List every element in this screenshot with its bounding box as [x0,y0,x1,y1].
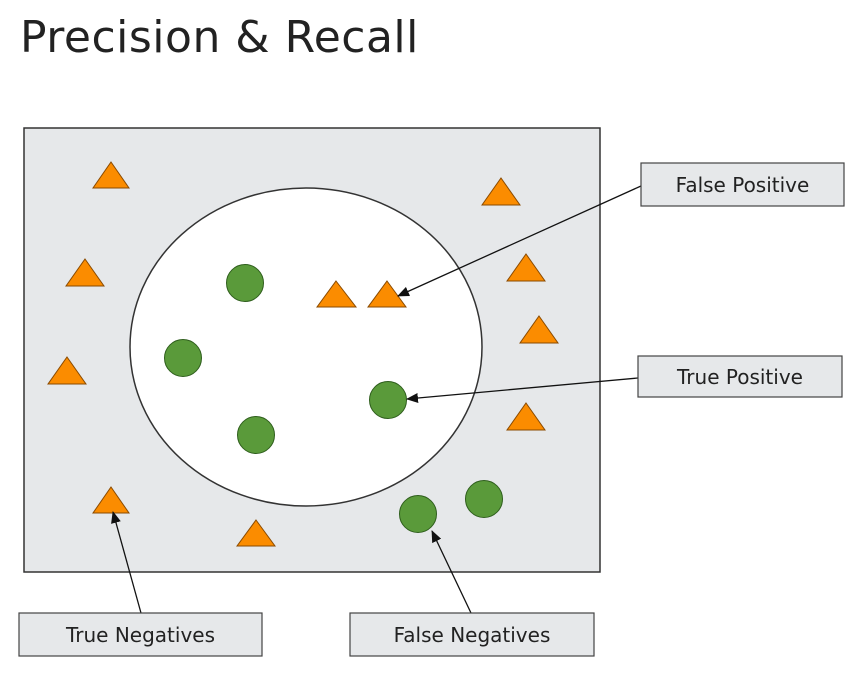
triangle-icon [65,258,105,287]
arrow-true-negatives [111,511,142,614]
circle-icon [369,381,407,419]
label-true-positive: True Positive [637,355,843,398]
page-title: Precision & Recall [20,12,419,63]
triangle-icon [316,280,358,308]
triangle-icon [506,253,546,282]
negatives-group [47,161,559,547]
triangle-icon [92,161,130,189]
selected-elements-ellipse [129,187,483,507]
triangle-icon [236,519,276,547]
circle-icon [226,264,264,302]
arrow-false-positive [397,185,642,297]
triangle-icon [506,402,546,431]
arrow-true-positive [406,377,639,403]
triangle-icon [519,315,559,344]
triangle-icon [47,356,87,385]
label-false-positive: False Positive [640,162,845,207]
positives-group [164,264,503,533]
label-true-negatives-text: True Negatives [65,623,215,647]
circle-icon [237,416,275,454]
label-true-positive-text: True Positive [676,365,803,389]
triangle-icon [481,177,521,206]
label-false-negatives-text: False Negatives [394,623,551,647]
label-true-negatives: True Negatives [18,612,263,657]
triangle-icon [367,280,407,308]
circle-icon [465,480,503,518]
triangle-icon [92,486,130,514]
label-false-negatives: False Negatives [349,612,595,657]
circle-icon [164,339,202,377]
arrow-false-negatives [431,530,472,614]
label-false-positive-text: False Positive [676,173,810,197]
circle-icon [399,495,437,533]
